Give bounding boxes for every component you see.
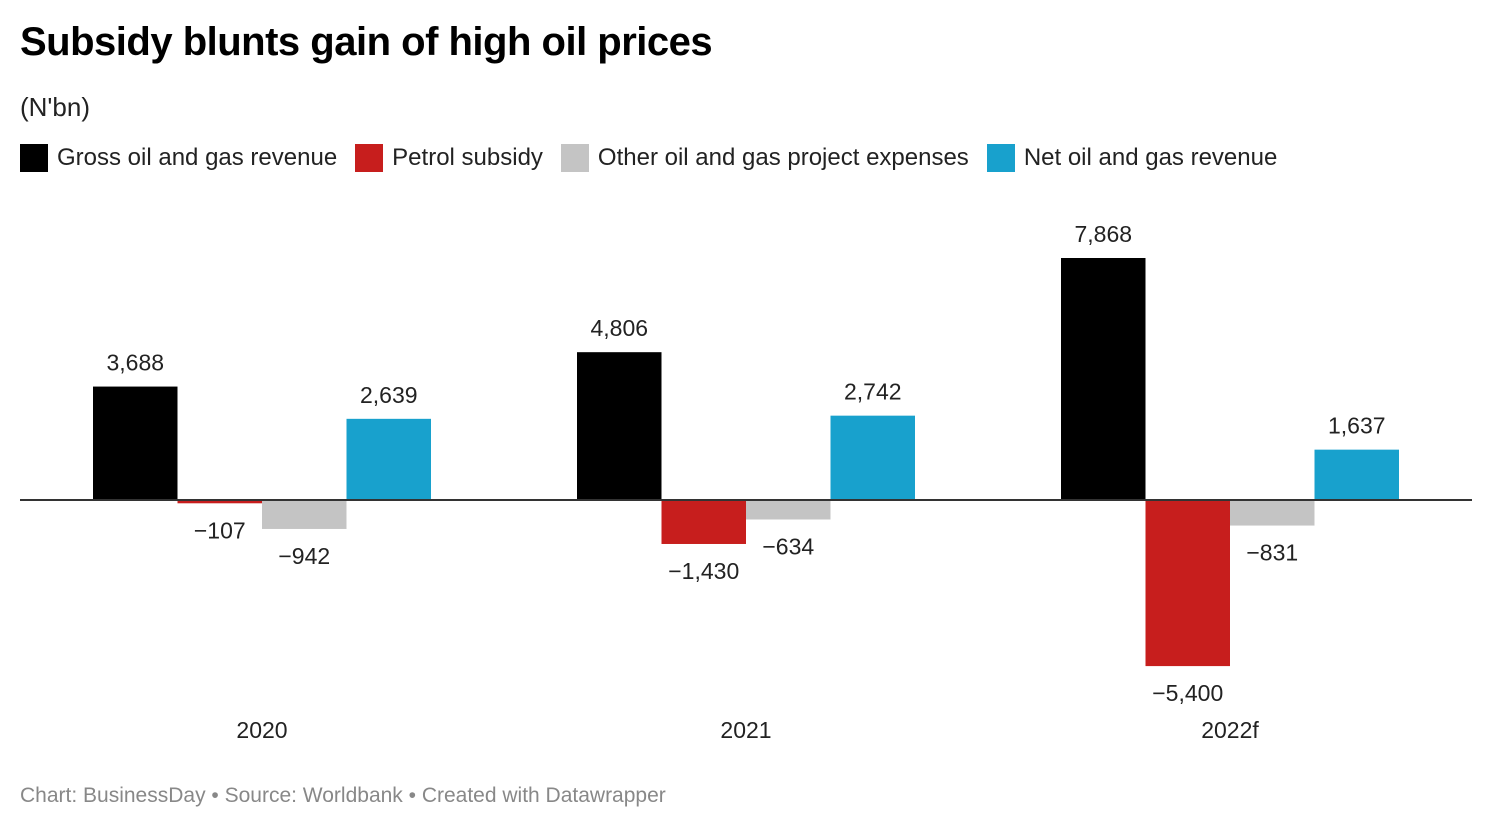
data-label: 2,639 xyxy=(360,382,418,408)
bar-net-oil-and-gas-revenue-2021 xyxy=(830,415,915,500)
bar-group-2022f: 7,868 −5,400 −831 1,637 xyxy=(1061,221,1399,706)
bar-other-oil-and-gas-project-expenses-2022f xyxy=(1230,500,1315,526)
bar-other-oil-and-gas-project-expenses-2020 xyxy=(262,500,347,529)
x-tick-label: 2021 xyxy=(720,717,771,743)
legend-swatch xyxy=(20,144,48,172)
x-tick-label: 2022f xyxy=(1201,717,1259,743)
data-label: 2,742 xyxy=(844,379,902,405)
data-label: −942 xyxy=(278,543,330,569)
x-tick-label: 2020 xyxy=(236,717,287,743)
data-label: −634 xyxy=(762,534,814,560)
data-label: −1,430 xyxy=(668,558,739,584)
legend-label: Other oil and gas project expenses xyxy=(597,144,969,171)
bar-net-oil-and-gas-revenue-2020 xyxy=(346,418,431,500)
bar-group-2021: 4,806 −1,430 −634 2,742 xyxy=(577,315,915,584)
legend-item-gross-oil-and-gas-revenue: Gross oil and gas revenue xyxy=(20,144,337,172)
legend-item-other-oil-and-gas-project-expenses: Other oil and gas project expenses xyxy=(560,144,969,172)
data-label: 1,637 xyxy=(1328,413,1386,439)
bar-other-oil-and-gas-project-expenses-2021 xyxy=(746,500,831,520)
chart-credit: Chart: BusinessDay • Source: Worldbank •… xyxy=(20,784,666,807)
data-label: 3,688 xyxy=(106,350,164,376)
bar-net-oil-and-gas-revenue-2022f xyxy=(1314,449,1399,500)
chart-title: Subsidy blunts gain of high oil prices xyxy=(20,20,713,64)
chart-legend: Gross oil and gas revenue Petrol subsidy O… xyxy=(20,144,1295,172)
data-label: 4,806 xyxy=(590,315,648,341)
bar-group-2020: 3,688 −107 −942 2,639 xyxy=(93,350,431,569)
legend-item-net-oil-and-gas-revenue: Net oil and gas revenue xyxy=(986,144,1278,172)
bar-gross-oil-and-gas-revenue-2020 xyxy=(93,386,178,500)
legend-label: Petrol subsidy xyxy=(392,144,543,171)
legend-swatch xyxy=(355,144,384,172)
chart-subtitle: (N'bn) xyxy=(20,92,90,122)
bar-gross-oil-and-gas-revenue-2022f xyxy=(1061,258,1146,500)
bar-petrol-subsidy-2022f xyxy=(1145,500,1230,667)
data-label: 7,868 xyxy=(1074,221,1132,247)
data-label: −5,400 xyxy=(1152,680,1223,706)
data-label: −831 xyxy=(1246,540,1298,566)
legend-label: Gross oil and gas revenue xyxy=(57,144,338,171)
legend-item-petrol-subsidy: Petrol subsidy xyxy=(355,144,543,172)
legend-swatch xyxy=(986,144,1015,172)
data-label: −107 xyxy=(194,517,246,543)
legend-label: Net oil and gas revenue xyxy=(1023,144,1278,171)
bar-gross-oil-and-gas-revenue-2021 xyxy=(577,352,662,500)
bar-petrol-subsidy-2020 xyxy=(177,500,262,504)
bar-petrol-subsidy-2021 xyxy=(661,500,746,544)
legend-swatch xyxy=(560,144,589,172)
